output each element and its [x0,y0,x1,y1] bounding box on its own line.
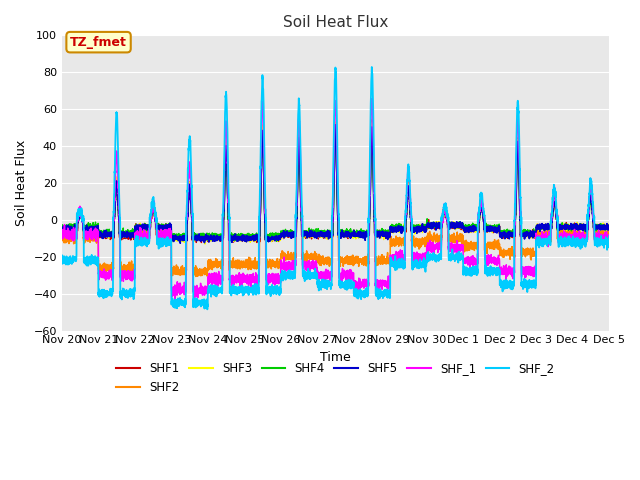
SHF4 [428,223,436,229]
SHF_2 [156,241,164,247]
SHF5 [177,240,184,246]
SHF_1 [172,297,179,303]
SHF5 [605,225,613,230]
SHF2 [428,236,436,242]
SHF5 [58,226,66,231]
SHF_2 [490,272,497,277]
SHF2 [605,228,613,233]
SHF1 [490,230,497,236]
SHF1 [428,221,436,227]
SHF3 [428,224,436,230]
SHF1 [605,223,613,229]
SHF5 [316,233,323,239]
SHF4 [156,223,164,229]
SHF3 [490,226,497,231]
SHF3 [332,120,339,125]
SHF4 [264,239,271,244]
SHF_2 [605,233,613,239]
SHF2 [368,117,376,123]
SHF_1 [428,249,436,255]
SHF_2 [605,240,612,246]
SHF2 [316,252,323,257]
SHF3 [201,241,209,247]
SHF5 [458,223,466,228]
SHF3 [458,222,466,228]
SHF5 [428,223,436,229]
Line: SHF4: SHF4 [62,128,609,241]
SHF4 [316,228,323,234]
Line: SHF1: SHF1 [62,131,609,242]
SHF3 [316,230,323,236]
SHF1 [332,128,339,133]
SHF_2 [204,306,211,312]
SHF3 [605,226,612,231]
Y-axis label: Soil Heat Flux: Soil Heat Flux [15,140,28,226]
SHF2 [605,234,612,240]
SHF4 [332,125,339,131]
SHF1 [316,230,323,236]
SHF_1 [490,258,497,264]
Text: TZ_fmet: TZ_fmet [70,36,127,48]
SHF1 [605,223,612,228]
SHF1 [198,240,205,245]
X-axis label: Time: Time [320,351,351,364]
SHF5 [332,122,339,128]
Line: SHF_1: SHF_1 [62,98,609,300]
SHF2 [58,235,66,241]
SHF5 [490,228,497,234]
SHF_1 [368,96,376,101]
SHF_2 [458,253,466,259]
SHF2 [490,246,497,252]
SHF_1 [605,232,613,238]
Legend: SHF1, SHF2, SHF3, SHF4, SHF5, SHF_1, SHF_2: SHF1, SHF2, SHF3, SHF4, SHF5, SHF_1, SHF… [111,357,559,398]
SHF3 [58,224,66,229]
Line: SHF_2: SHF_2 [62,67,609,309]
SHF_1 [316,271,323,277]
SHF1 [458,223,466,229]
SHF_1 [605,233,612,239]
Line: SHF5: SHF5 [62,125,609,243]
SHF2 [192,274,200,279]
SHF_2 [368,64,376,70]
SHF4 [605,223,613,228]
SHF_2 [316,282,323,288]
Line: SHF3: SHF3 [62,122,609,244]
SHF_1 [458,247,466,252]
SHF2 [458,236,466,241]
SHF4 [605,226,612,231]
SHF_2 [428,254,436,260]
SHF1 [156,226,164,231]
Line: SHF2: SHF2 [62,120,609,276]
SHF2 [156,230,164,236]
SHF4 [490,223,497,228]
SHF_1 [156,235,164,240]
SHF5 [605,222,612,228]
SHF3 [605,224,613,230]
SHF1 [58,226,66,231]
SHF5 [156,225,164,231]
SHF3 [156,222,164,228]
SHF_1 [58,230,66,236]
SHF4 [58,223,66,228]
Title: Soil Heat Flux: Soil Heat Flux [283,15,388,30]
SHF4 [458,221,466,227]
SHF_2 [58,257,66,263]
